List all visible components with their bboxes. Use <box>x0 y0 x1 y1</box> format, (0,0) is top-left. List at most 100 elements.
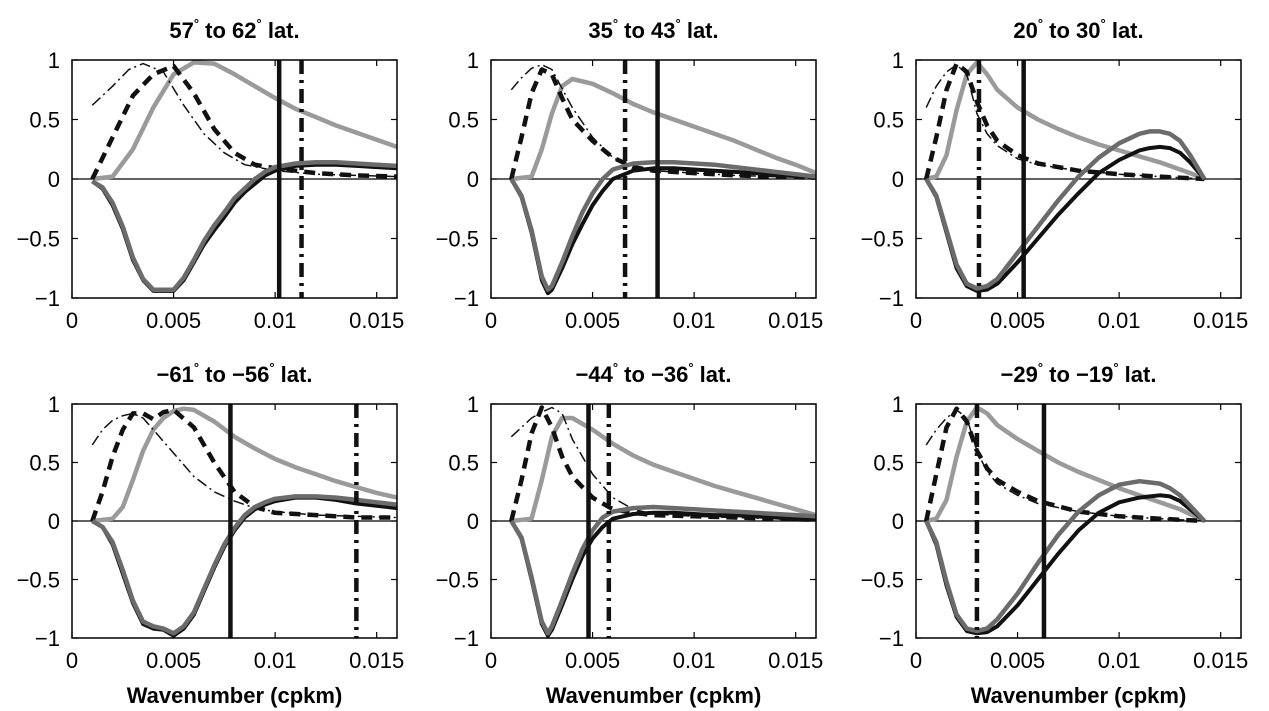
y-tick-label: 0.5 <box>448 108 479 133</box>
y-tick-label: 0.5 <box>873 451 904 476</box>
x-tick-label: 0.005 <box>146 648 201 673</box>
series-dashed <box>509 67 816 181</box>
series-dashdot <box>925 409 1205 522</box>
x-tick-label: 0.01 <box>673 648 716 673</box>
title-part: to 43 <box>618 18 675 43</box>
y-tick-label: 0.5 <box>29 108 60 133</box>
x-tick-label: 0.005 <box>146 308 201 333</box>
degree-mark: ° <box>688 360 693 375</box>
y-tick-label: −0.5 <box>861 227 904 252</box>
y-tick-label: −0.5 <box>861 568 904 593</box>
series-dashed <box>509 405 816 523</box>
y-tick-label: −1 <box>35 626 60 651</box>
degree-mark: ° <box>1113 360 1118 375</box>
series-mid-solid <box>91 160 397 292</box>
series-light-solid <box>511 415 816 524</box>
x-tick-label: 0 <box>485 648 497 673</box>
axes-frame <box>915 59 1242 299</box>
series-light-solid <box>92 406 397 524</box>
x-tick-label: 0.01 <box>254 648 297 673</box>
plot-area <box>509 404 816 638</box>
plot-area <box>90 404 397 638</box>
title-part: −61 <box>157 362 194 387</box>
axes-frame <box>71 403 398 639</box>
y-tick-label: 0 <box>48 167 60 192</box>
x-tick-label: 0.005 <box>990 308 1045 333</box>
title-part: to −36 <box>618 362 688 387</box>
series-dashdot <box>510 64 816 179</box>
x-tick-label: 0.015 <box>1193 648 1248 673</box>
y-tick-label: 1 <box>467 48 479 73</box>
x-tick-label: 0 <box>485 308 497 333</box>
title-part: −44 <box>576 362 614 387</box>
series-dark-solid <box>924 493 1206 636</box>
series-light-solid <box>925 60 1206 182</box>
y-tick-label: 0.5 <box>448 451 479 476</box>
series-dashed <box>90 63 397 180</box>
series-dashdot <box>91 412 397 519</box>
x-axis-label: Wavenumber (cpkm) <box>971 683 1187 708</box>
chart-title: 35° to 43° lat. <box>588 16 718 43</box>
degree-mark: ° <box>613 360 618 375</box>
axes-frame <box>71 59 398 299</box>
chart-panel-5: −44° to −36° lat.10.50−0.5−10 0.005 0.01 0.… <box>436 360 824 708</box>
series-dashed <box>924 406 1205 524</box>
title-part: lat. <box>1106 18 1144 43</box>
series-dashdot <box>91 62 397 178</box>
x-tick-label: 0.01 <box>254 308 297 333</box>
title-part: −29 <box>1001 362 1038 387</box>
x-tick-label: 0.005 <box>990 648 1045 673</box>
chart-panel-3: 20° to 30° lat.10.50−0.5−10 0.005 0.01 0.01… <box>861 16 1249 333</box>
degree-mark: ° <box>676 16 681 31</box>
chart-title: 57° to 62° lat. <box>169 16 299 43</box>
x-tick-label: 0.01 <box>1098 648 1141 673</box>
chart-panel-6: −29° to −19° lat.10.50−0.5−10 0.005 0.01 0.… <box>861 360 1249 708</box>
series-mid-solid <box>924 478 1207 634</box>
y-tick-label: 0 <box>467 509 479 534</box>
degree-mark: ° <box>257 16 262 31</box>
x-tick-label: 0.015 <box>1193 308 1248 333</box>
series-mid-solid <box>509 160 816 292</box>
series-light-solid <box>92 60 397 182</box>
chart-panel-2: 35° to 43° lat.10.50−0.5−10 0.005 0.01 0.01… <box>436 16 824 333</box>
y-tick-label: 0.5 <box>29 451 60 476</box>
plot-area <box>90 60 397 298</box>
x-axis-label: Wavenumber (cpkm) <box>127 683 343 708</box>
x-tick-label: 0.015 <box>768 648 823 673</box>
series-mid-solid <box>509 504 816 636</box>
y-tick-label: −0.5 <box>436 227 479 252</box>
y-tick-label: −0.5 <box>436 568 479 593</box>
degree-mark: ° <box>194 16 199 31</box>
title-part: lat. <box>275 362 313 387</box>
degree-mark: ° <box>1038 16 1043 31</box>
x-tick-label: 0 <box>66 308 78 333</box>
degree-mark: ° <box>613 16 618 31</box>
x-tick-label: 0 <box>910 308 922 333</box>
title-part: 20 <box>1013 18 1037 43</box>
y-tick-label: −1 <box>879 286 904 311</box>
plot-area <box>924 404 1207 638</box>
series-mid-solid <box>924 129 1207 291</box>
y-tick-label: 0 <box>892 167 904 192</box>
chart-title: −61° to −56° lat. <box>157 360 313 387</box>
x-tick-label: 0 <box>66 648 78 673</box>
axes-frame <box>915 403 1242 639</box>
x-tick-label: 0.005 <box>565 308 620 333</box>
title-part: lat. <box>694 362 732 387</box>
x-axis-label: Wavenumber (cpkm) <box>546 683 762 708</box>
y-tick-label: −1 <box>879 626 904 651</box>
x-tick-label: 0.015 <box>349 648 404 673</box>
y-tick-label: 0 <box>467 167 479 192</box>
axes-frame <box>490 403 817 639</box>
chart-panel-1: 57° to 62° lat.10.50−0.5−10 0.005 0.01 0.01… <box>17 16 405 333</box>
title-part: lat. <box>262 18 300 43</box>
x-tick-label: 0.015 <box>768 308 823 333</box>
x-tick-label: 0 <box>910 648 922 673</box>
y-tick-label: 0 <box>892 509 904 534</box>
degree-mark: ° <box>1038 360 1043 375</box>
title-part: to −19 <box>1043 362 1113 387</box>
y-tick-label: 1 <box>892 48 904 73</box>
plot-area <box>509 60 816 298</box>
y-tick-label: −1 <box>35 286 60 311</box>
